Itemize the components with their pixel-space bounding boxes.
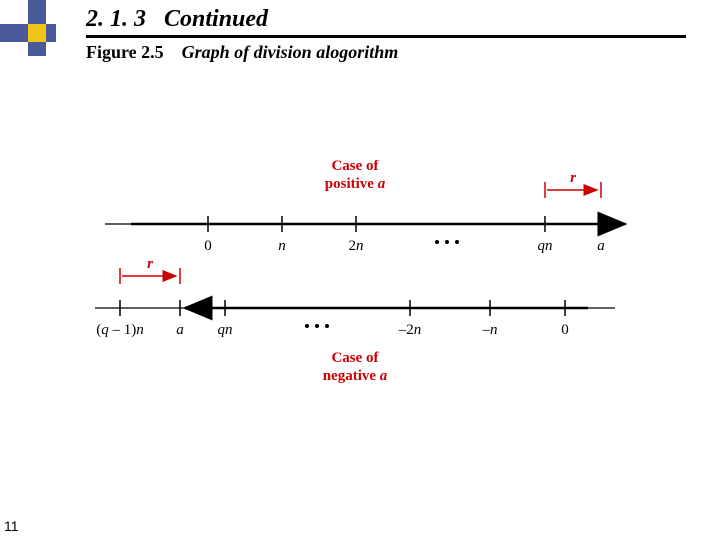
slide-header: 2. 1. 3 Continued bbox=[86, 6, 690, 38]
svg-text:0: 0 bbox=[204, 238, 212, 254]
tick-qn-pos: qn bbox=[538, 216, 553, 254]
tick-minusn: –n bbox=[482, 300, 498, 338]
svg-text:–2n: –2n bbox=[398, 322, 422, 338]
header-rule bbox=[86, 35, 686, 38]
svg-text:–n: –n bbox=[482, 322, 498, 338]
svg-text:0: 0 bbox=[561, 322, 569, 338]
svg-text:qn: qn bbox=[538, 238, 553, 254]
ellipsis-neg bbox=[305, 324, 329, 328]
tick-minus2n: –2n bbox=[398, 300, 422, 338]
tick-q-1-n: (q – 1)n bbox=[96, 300, 144, 338]
svg-text:qn: qn bbox=[218, 322, 233, 338]
tick-0-neg: 0 bbox=[561, 300, 569, 338]
tick-a-neg: a bbox=[176, 300, 184, 338]
page-number: 11 bbox=[4, 518, 19, 534]
tick-n-pos: n bbox=[278, 216, 286, 254]
ellipsis-pos bbox=[435, 240, 459, 244]
section-title: Continued bbox=[164, 6, 268, 32]
tick-a-pos: a bbox=[597, 216, 605, 254]
svg-text:(q – 1)n: (q – 1)n bbox=[96, 322, 144, 338]
division-algorithm-figure: Case of positive a r 0 n bbox=[85, 160, 645, 390]
svg-text:a: a bbox=[597, 238, 605, 254]
r-label-positive: r bbox=[570, 170, 576, 186]
tick-qn-neg: qn bbox=[218, 300, 233, 338]
positive-case-label-1: Case of bbox=[331, 160, 379, 174]
r-arrow-negative: r bbox=[120, 256, 180, 284]
svg-text:a: a bbox=[176, 322, 184, 338]
section-number: 2. 1. 3 bbox=[86, 6, 146, 32]
r-label-negative: r bbox=[147, 256, 153, 272]
svg-text:2n: 2n bbox=[349, 238, 364, 254]
tick-0-pos: 0 bbox=[204, 216, 212, 254]
positive-case-group: Case of positive a r 0 n bbox=[105, 160, 625, 254]
svg-text:n: n bbox=[278, 238, 286, 254]
negative-case-label-2: negative a bbox=[323, 368, 388, 384]
figure-title: Graph of division alogorithm bbox=[182, 42, 399, 62]
tick-2n-pos: 2n bbox=[349, 216, 364, 254]
figure-number: Figure 2.5 bbox=[86, 42, 164, 62]
slide-corner-ornament bbox=[0, 0, 70, 70]
figure-caption: Figure 2.5 Graph of division alogorithm bbox=[86, 42, 398, 63]
negative-case-label-1: Case of bbox=[331, 350, 379, 366]
positive-case-label-2: positive a bbox=[325, 176, 386, 192]
negative-case-group: r (q – 1)n a qn bbox=[95, 256, 615, 384]
r-arrow-positive: r bbox=[545, 170, 601, 198]
